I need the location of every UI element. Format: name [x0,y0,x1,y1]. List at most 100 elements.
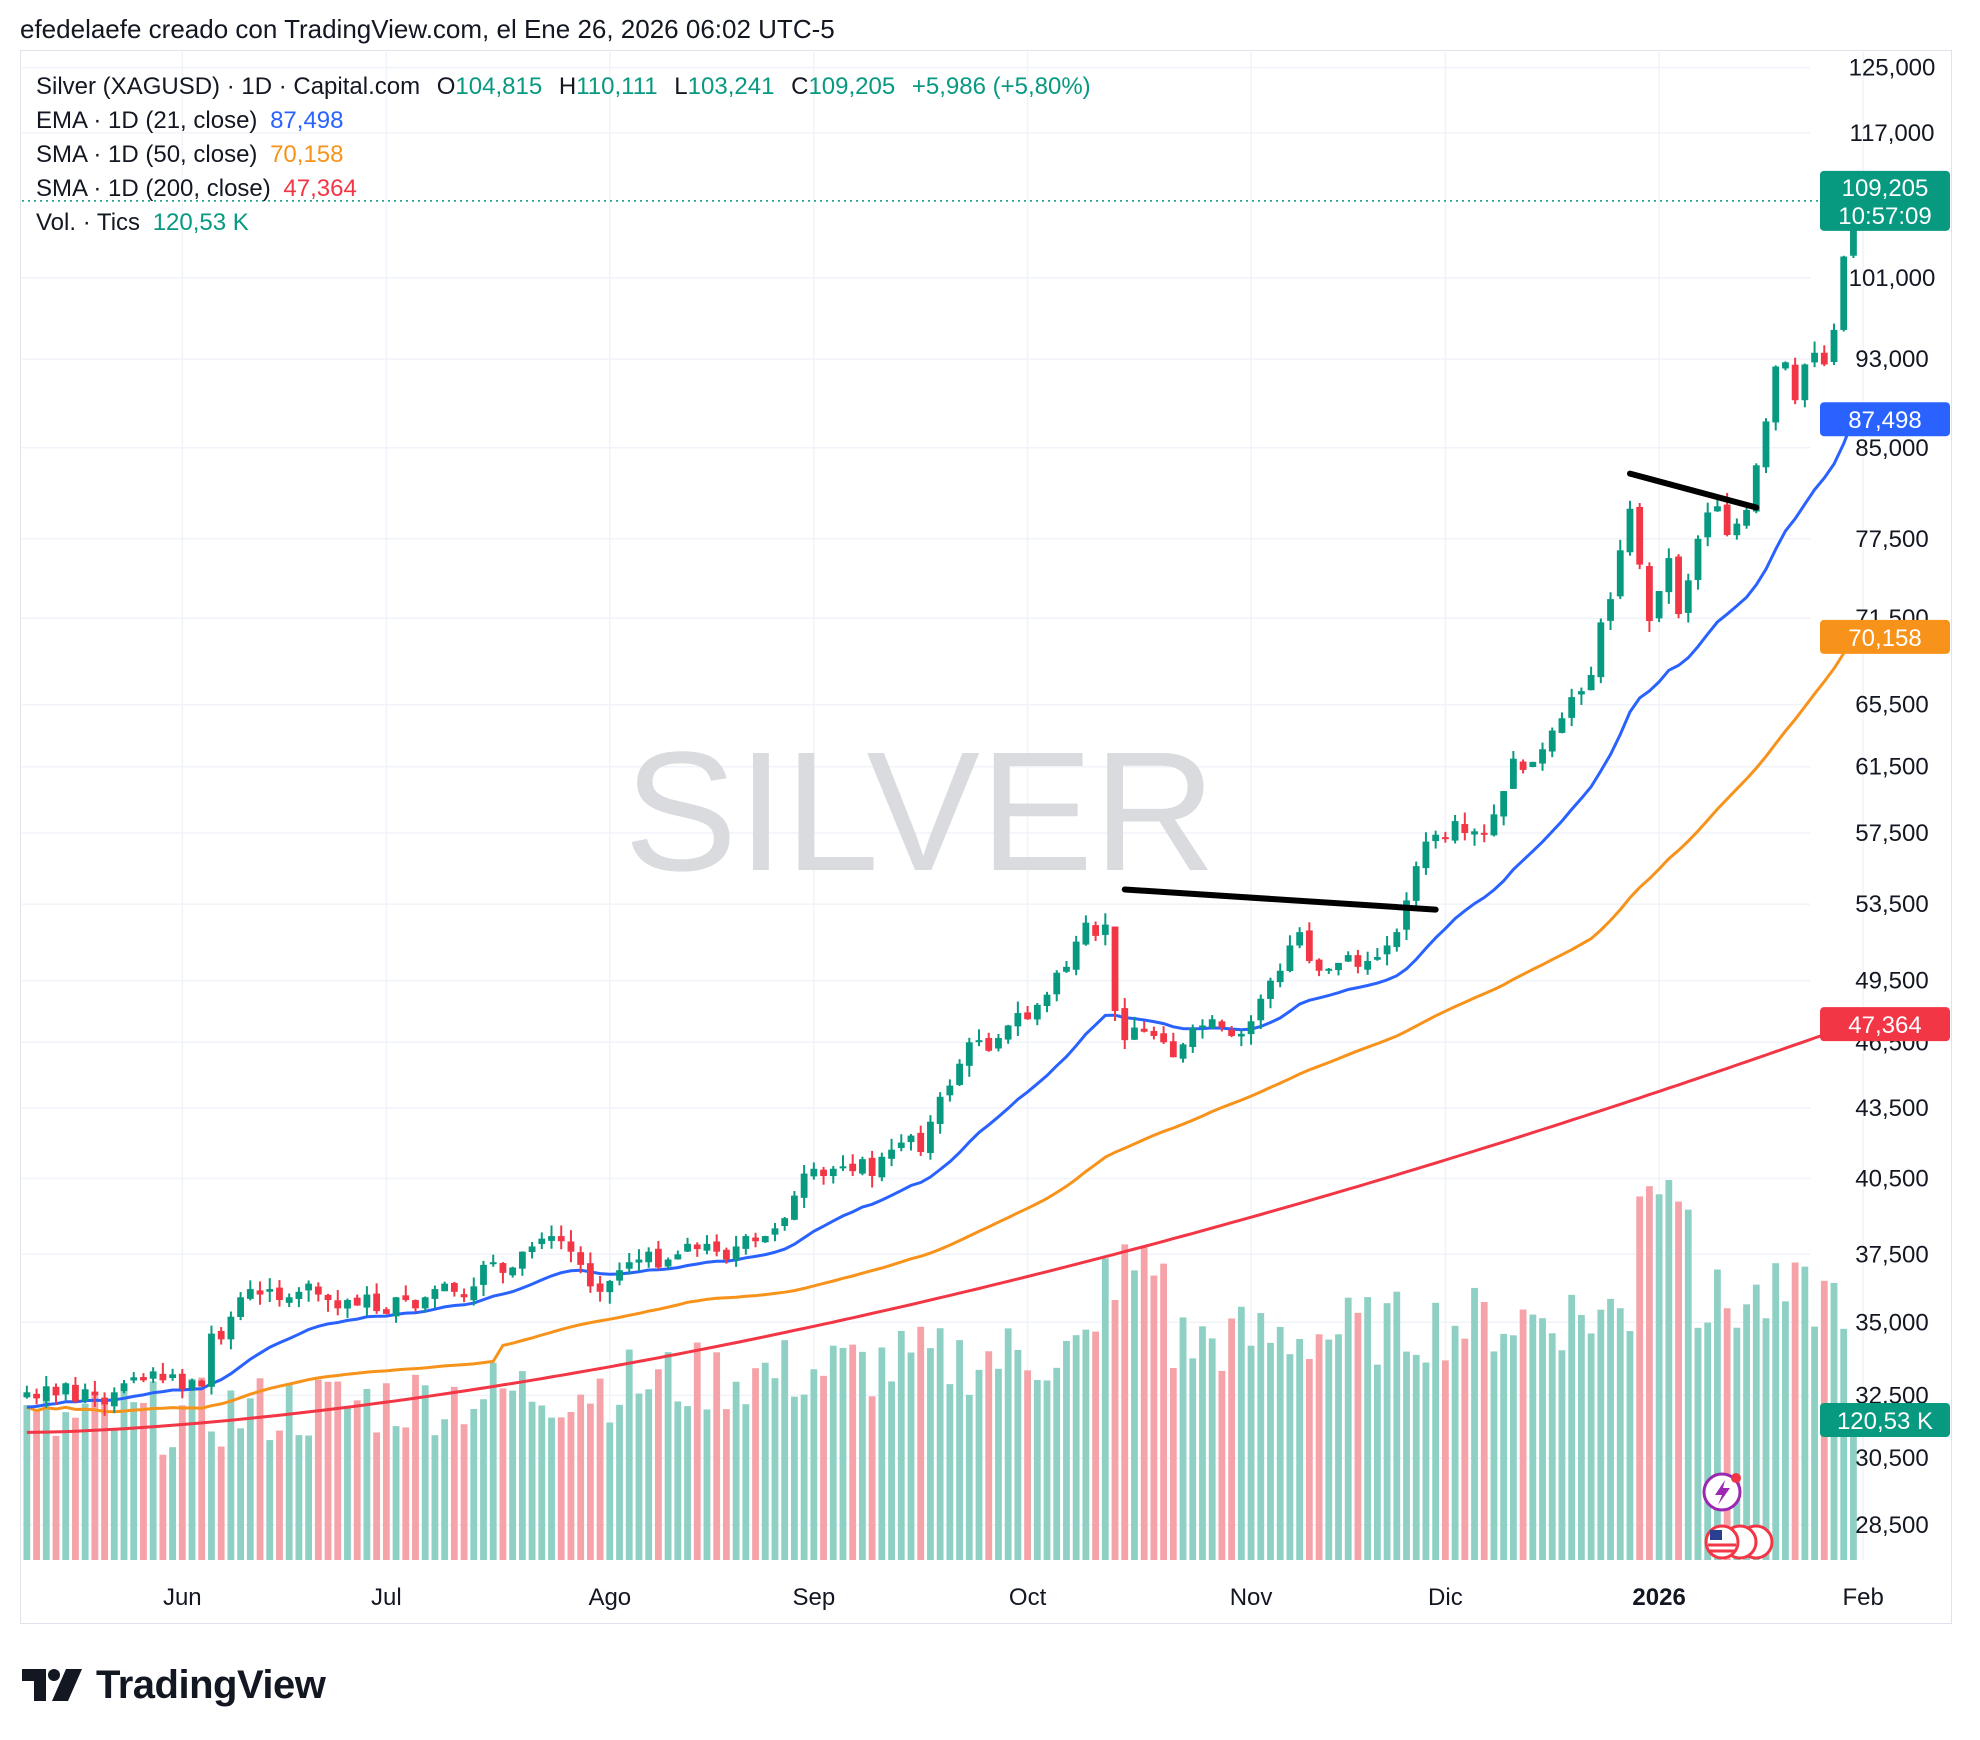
legend-low: 103,241 [687,73,775,100]
volume-bar [1344,1297,1352,1560]
legend-volume-label[interactable]: Vol. · Tics [36,209,141,236]
volume-bar [276,1430,283,1560]
volume-bar [791,1396,798,1560]
volume-bar [606,1422,614,1560]
price-chart[interactable]: SILVER 125,000 117,000 101,000 93,000 85,000… [0,0,1980,1660]
legend-open: 104,815 [455,73,543,100]
candle-body [1014,1013,1022,1027]
candle-body [1335,962,1342,971]
candle-body [839,1166,847,1169]
sma50-badge-text: 70,158 [1848,625,1921,652]
volume-bar [1053,1367,1061,1560]
legend-sma50-label[interactable]: SMA · 1D (50, close) [36,141,258,168]
volume-bar [1160,1263,1168,1560]
volume-bar [1325,1339,1333,1560]
legend-open-key: O [436,73,456,100]
candle-body [188,1380,196,1389]
candle-body [1490,814,1498,836]
legend-sma50-row[interactable]: SMA · 1D (50, close) 70,158 [36,138,1091,172]
volume-bar [1383,1303,1391,1560]
candle-body [897,1142,905,1148]
price-tick-label: 61,500 [1855,754,1928,781]
price-tick-label: 49,500 [1855,968,1928,995]
watermark-text: SILVER [624,717,1216,907]
candle-body [1752,465,1760,512]
candle-body [421,1297,429,1309]
legend-symbol-row[interactable]: Silver (XAGUSD) · 1D · Capital.com O104,… [36,70,1091,104]
volume-bar [1082,1329,1090,1560]
price-tick-label: 85,000 [1855,435,1928,462]
legend-sma200-label[interactable]: SMA · 1D (200, close) [36,175,271,202]
volume-bar [1218,1370,1226,1560]
volume-bar [878,1347,886,1560]
time-tick-label: Sep [792,1584,835,1611]
volume-bar [1577,1314,1585,1560]
candle-body [159,1373,167,1381]
volume-bar [1199,1326,1206,1560]
volume-bar [781,1340,789,1560]
candle-body [1043,994,1051,1006]
candle-body [635,1259,643,1263]
volume-bar [1286,1354,1294,1560]
candle-body [1140,1028,1148,1032]
volume-bar [820,1375,827,1560]
volume-bar [470,1409,478,1560]
candle-body [1218,1021,1226,1028]
volume-bar [1131,1270,1138,1560]
volume-bar [1169,1368,1177,1560]
candle-body [1597,622,1605,678]
volume-bar [140,1402,147,1560]
candle-body [1772,366,1780,423]
volume-bar [1568,1294,1576,1560]
candle-body [1364,960,1372,970]
volume-bar [460,1424,468,1560]
candle-body [985,1038,993,1051]
legend-ema-row[interactable]: EMA · 1D (21, close) 87,498 [36,104,1091,138]
volume-bar [159,1454,167,1560]
legend-volume-row[interactable]: Vol. · Tics 120,53 K [36,206,1091,240]
candle-body [392,1297,400,1317]
candle-body [548,1236,555,1241]
candle-body [820,1169,827,1177]
candle-body [1694,538,1702,581]
candle-body [616,1270,623,1281]
volume-bar [246,1398,254,1560]
candle-body [888,1149,895,1159]
tradingview-logo[interactable]: TradingView [22,1660,326,1710]
volume-bar [635,1393,643,1560]
legend-sma200-row[interactable]: SMA · 1D (200, close) 47,364 [36,172,1091,206]
candle-body [470,1286,478,1301]
candle-body [1033,1004,1041,1020]
candle-body [295,1291,303,1299]
volume-bar [42,1397,50,1560]
volume-bar [1655,1194,1663,1560]
volume-bar [1733,1327,1741,1560]
volume-bar [1626,1331,1634,1560]
legend-ema-label[interactable]: EMA · 1D (21, close) [36,107,258,134]
candle-body [227,1316,235,1340]
volume-bar [110,1428,118,1560]
candle-body [1024,1012,1031,1020]
volume-bar [227,1390,235,1560]
chart-frame[interactable] [20,50,1952,1624]
candle-body [1199,1025,1206,1028]
candle-body [130,1377,138,1381]
volume-bar [577,1394,585,1560]
trendlines [1121,470,1760,913]
candle-body [140,1377,147,1381]
candle-body [431,1289,439,1299]
candle-body [1811,352,1818,363]
volume-bar [897,1330,905,1560]
volume-bar [1519,1309,1527,1560]
candle-body [266,1289,274,1292]
volume-bar [703,1409,711,1560]
time-axis: Jun Jul Ago Sep Oct Nov Dic 2026 Feb [163,1584,1884,1611]
candle-body [956,1063,963,1085]
time-tick-label: Dic [1428,1584,1463,1611]
volume-bar [1791,1262,1799,1560]
volume-bar [1509,1335,1517,1560]
volume-bar [62,1412,70,1560]
legend-symbol[interactable]: Silver (XAGUSD) · 1D · Capital.com [36,73,421,100]
candle-body [1616,550,1624,597]
last-price-badge-text: 10:57:09 [1838,203,1931,230]
